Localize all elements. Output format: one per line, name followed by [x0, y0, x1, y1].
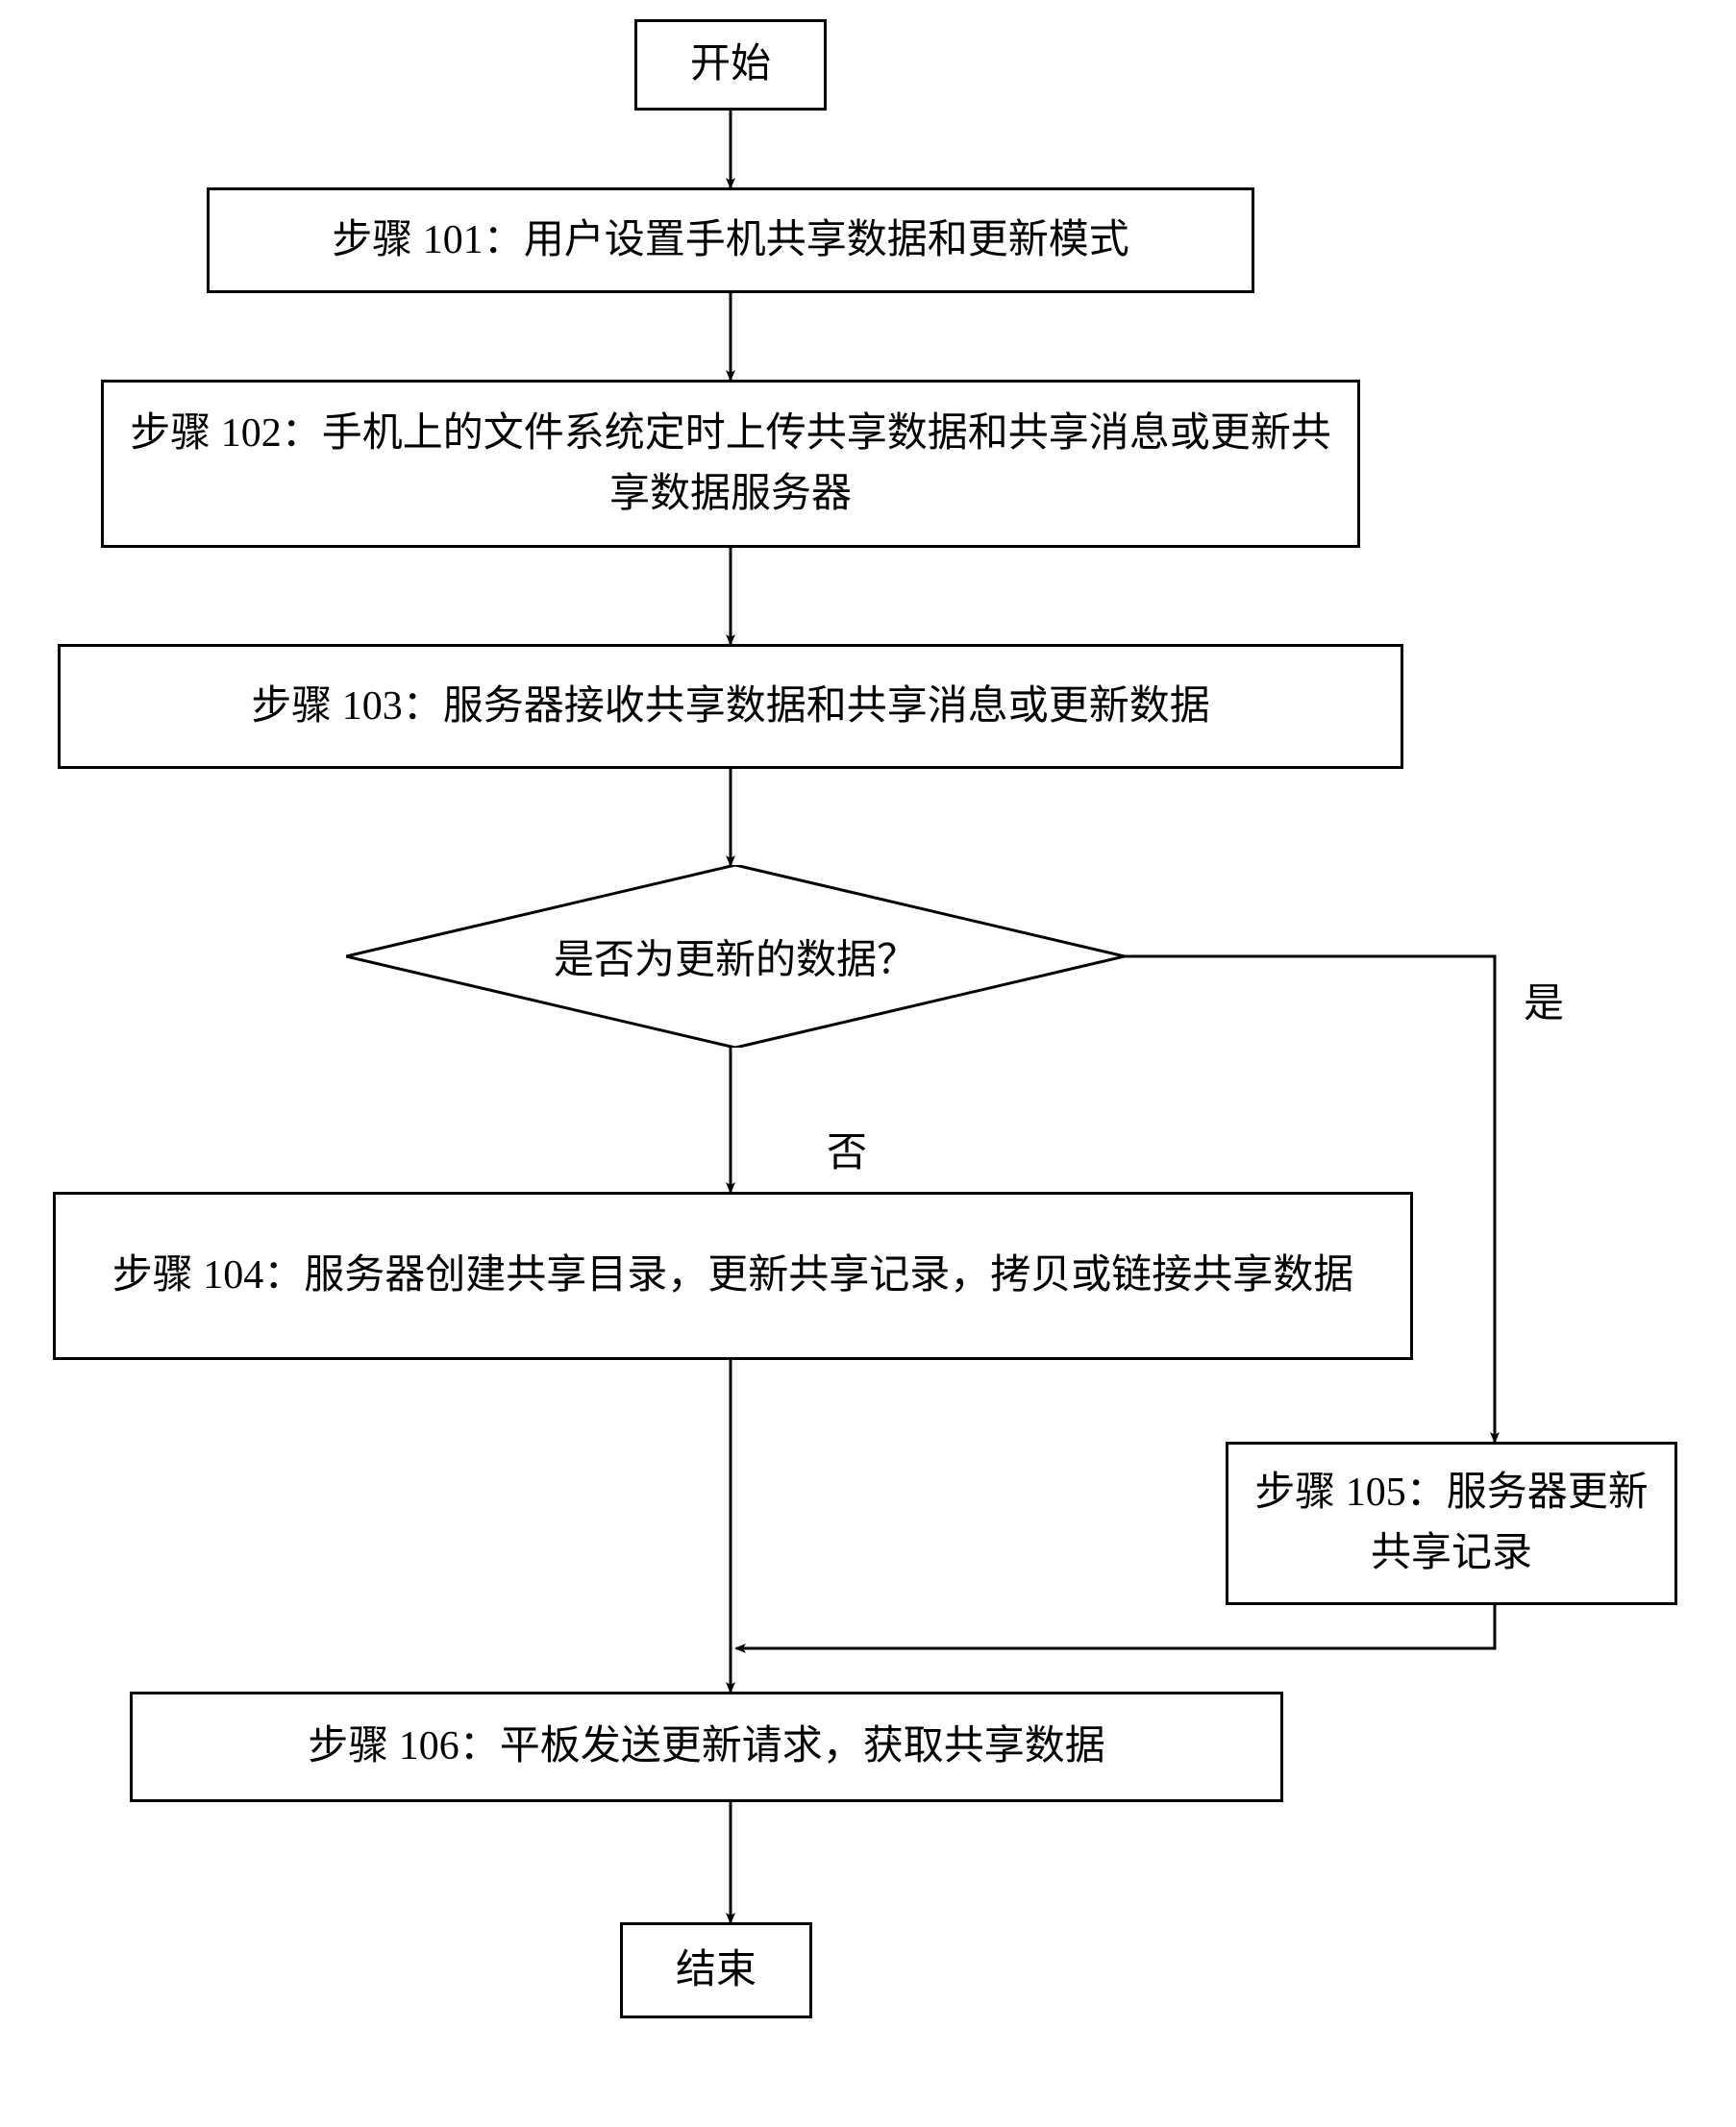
- edges: [0, 0, 1736, 2127]
